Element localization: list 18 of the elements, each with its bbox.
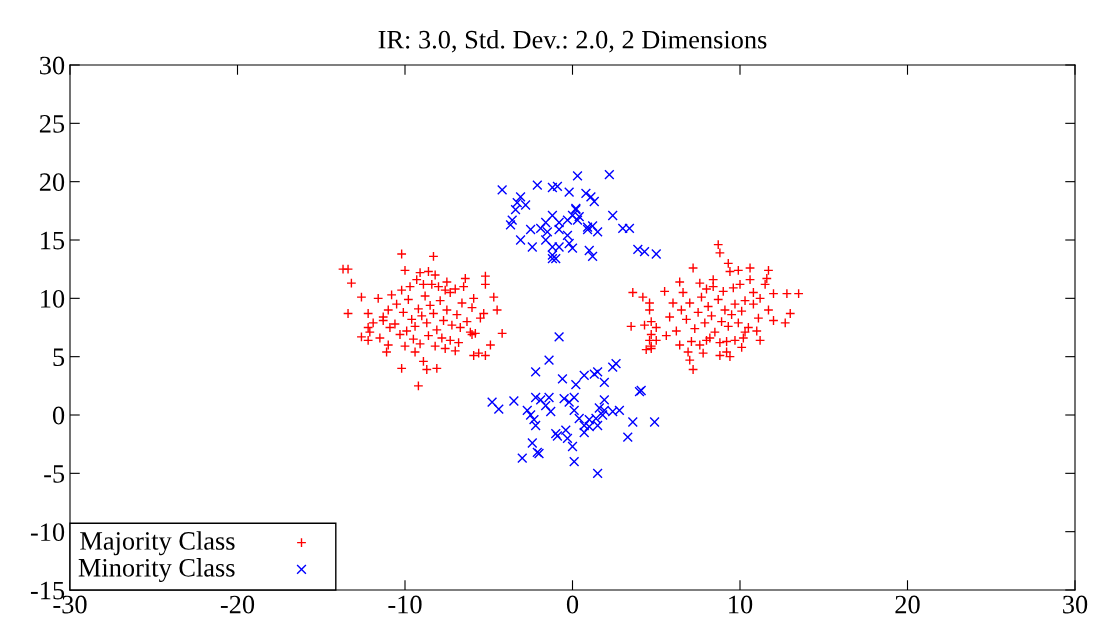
y-tick-label: 30	[40, 56, 65, 75]
y-tick-label: -10	[30, 523, 65, 542]
y-tick-label: 25	[39, 115, 65, 133]
x-tick-label: 20	[895, 595, 920, 614]
y-tick-label: 0	[52, 406, 65, 425]
x-tick-label: 0	[566, 595, 579, 614]
x-tick-label: -20	[220, 595, 255, 614]
x-tick-label: 30	[1063, 595, 1088, 614]
y-tick-label: 5	[53, 348, 65, 367]
legend-label: Majority Class	[80, 531, 235, 556]
chart-title: IR: 3.0, Std. Dev.: 2.0, 2 Dimensions	[378, 30, 767, 53]
y-tick-label: -5	[44, 465, 65, 483]
y-tick-label: 15	[41, 231, 65, 250]
y-tick-label: 10	[41, 289, 65, 308]
legend-label: Minority Class	[78, 558, 235, 583]
x-tick-label: 10	[729, 595, 753, 614]
y-tick-label: 20	[39, 173, 65, 192]
x-tick-label: -10	[388, 595, 422, 614]
